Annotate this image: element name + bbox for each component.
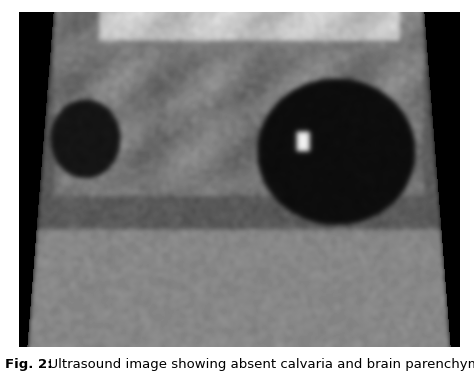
Text: Fig. 2:: Fig. 2: (5, 357, 52, 371)
Text: Ultrasound image showing absent calvaria and brain parenchyma: Ultrasound image showing absent calvaria… (40, 357, 474, 371)
